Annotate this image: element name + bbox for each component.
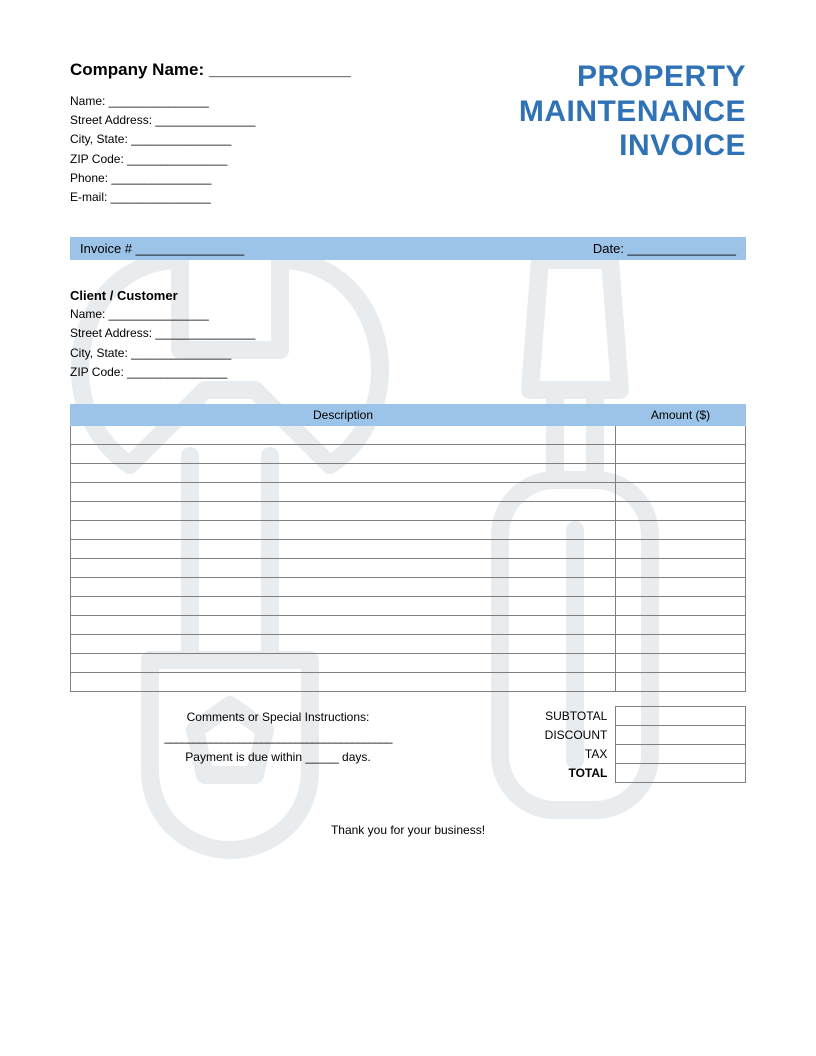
column-header-description: Description (71, 404, 616, 425)
comments-heading: Comments or Special Instructions: (70, 710, 486, 724)
company-phone-line[interactable]: Phone: _______________ (70, 169, 519, 188)
total-value[interactable] (616, 763, 746, 782)
table-row (71, 425, 746, 444)
comments-block: Comments or Special Instructions: ______… (70, 706, 486, 783)
table-row (71, 482, 746, 501)
desc-cell[interactable] (71, 482, 616, 501)
subtotal-label: SUBTOTAL (486, 706, 616, 725)
document-title: PROPERTY MAINTENANCE INVOICE (519, 60, 746, 164)
amount-cell[interactable] (616, 653, 746, 672)
header-row: Company Name: _______________ Name: ____… (70, 60, 746, 207)
totals-block: SUBTOTAL DISCOUNT TAX TOTAL (486, 706, 746, 783)
column-header-amount: Amount ($) (616, 404, 746, 425)
client-zip-line[interactable]: ZIP Code: _______________ (70, 363, 746, 382)
totals-table: SUBTOTAL DISCOUNT TAX TOTAL (486, 706, 746, 783)
desc-cell[interactable] (71, 425, 616, 444)
title-line-3: INVOICE (519, 129, 746, 164)
client-street-line[interactable]: Street Address: _______________ (70, 324, 746, 343)
amount-cell[interactable] (616, 634, 746, 653)
desc-cell[interactable] (71, 520, 616, 539)
table-row (71, 463, 746, 482)
table-row (71, 558, 746, 577)
desc-cell[interactable] (71, 653, 616, 672)
amount-cell[interactable] (616, 444, 746, 463)
amount-cell[interactable] (616, 539, 746, 558)
bottom-section: Comments or Special Instructions: ______… (70, 706, 746, 783)
desc-cell[interactable] (71, 577, 616, 596)
client-block: Client / Customer Name: _______________ … (70, 288, 746, 382)
company-name-field[interactable]: Company Name: _______________ (70, 60, 519, 80)
discount-label: DISCOUNT (486, 725, 616, 744)
table-row (71, 596, 746, 615)
table-row (71, 520, 746, 539)
table-row (71, 501, 746, 520)
client-city-state-line[interactable]: City, State: _______________ (70, 344, 746, 363)
amount-cell[interactable] (616, 501, 746, 520)
company-email-line[interactable]: E-mail: _______________ (70, 188, 519, 207)
table-row (71, 539, 746, 558)
desc-cell[interactable] (71, 539, 616, 558)
table-row (71, 653, 746, 672)
subtotal-value[interactable] (616, 706, 746, 725)
company-name-line[interactable]: Name: _______________ (70, 92, 519, 111)
invoice-date-field[interactable]: Date: _______________ (593, 241, 736, 256)
company-street-line[interactable]: Street Address: _______________ (70, 111, 519, 130)
title-line-1: PROPERTY (519, 60, 746, 95)
amount-cell[interactable] (616, 558, 746, 577)
company-block: Company Name: _______________ Name: ____… (70, 60, 519, 207)
table-row (71, 577, 746, 596)
line-items-body (71, 425, 746, 691)
title-line-2: MAINTENANCE (519, 95, 746, 130)
amount-cell[interactable] (616, 577, 746, 596)
amount-cell[interactable] (616, 463, 746, 482)
desc-cell[interactable] (71, 501, 616, 520)
amount-cell[interactable] (616, 615, 746, 634)
table-row (71, 615, 746, 634)
invoice-number-field[interactable]: Invoice # _______________ (80, 241, 244, 256)
table-row (71, 634, 746, 653)
line-items-table: Description Amount ($) (70, 404, 746, 692)
desc-cell[interactable] (71, 634, 616, 653)
thank-you-line: Thank you for your business! (70, 823, 746, 837)
amount-cell[interactable] (616, 520, 746, 539)
tax-value[interactable] (616, 744, 746, 763)
payment-terms-line[interactable]: Payment is due within _____ days. (70, 750, 486, 764)
desc-cell[interactable] (71, 463, 616, 482)
amount-cell[interactable] (616, 672, 746, 691)
table-row (71, 672, 746, 691)
client-name-line[interactable]: Name: _______________ (70, 305, 746, 324)
company-city-state-line[interactable]: City, State: _______________ (70, 130, 519, 149)
client-heading: Client / Customer (70, 288, 746, 303)
desc-cell[interactable] (71, 444, 616, 463)
amount-cell[interactable] (616, 482, 746, 501)
discount-value[interactable] (616, 725, 746, 744)
tax-label: TAX (486, 744, 616, 763)
desc-cell[interactable] (71, 672, 616, 691)
total-label: TOTAL (486, 763, 616, 782)
amount-cell[interactable] (616, 596, 746, 615)
table-row (71, 444, 746, 463)
amount-cell[interactable] (616, 425, 746, 444)
invoice-info-bar: Invoice # _______________ Date: ________… (70, 237, 746, 260)
company-zip-line[interactable]: ZIP Code: _______________ (70, 150, 519, 169)
desc-cell[interactable] (71, 596, 616, 615)
comments-input-line[interactable]: ________________________________________ (70, 730, 486, 744)
desc-cell[interactable] (71, 558, 616, 577)
desc-cell[interactable] (71, 615, 616, 634)
